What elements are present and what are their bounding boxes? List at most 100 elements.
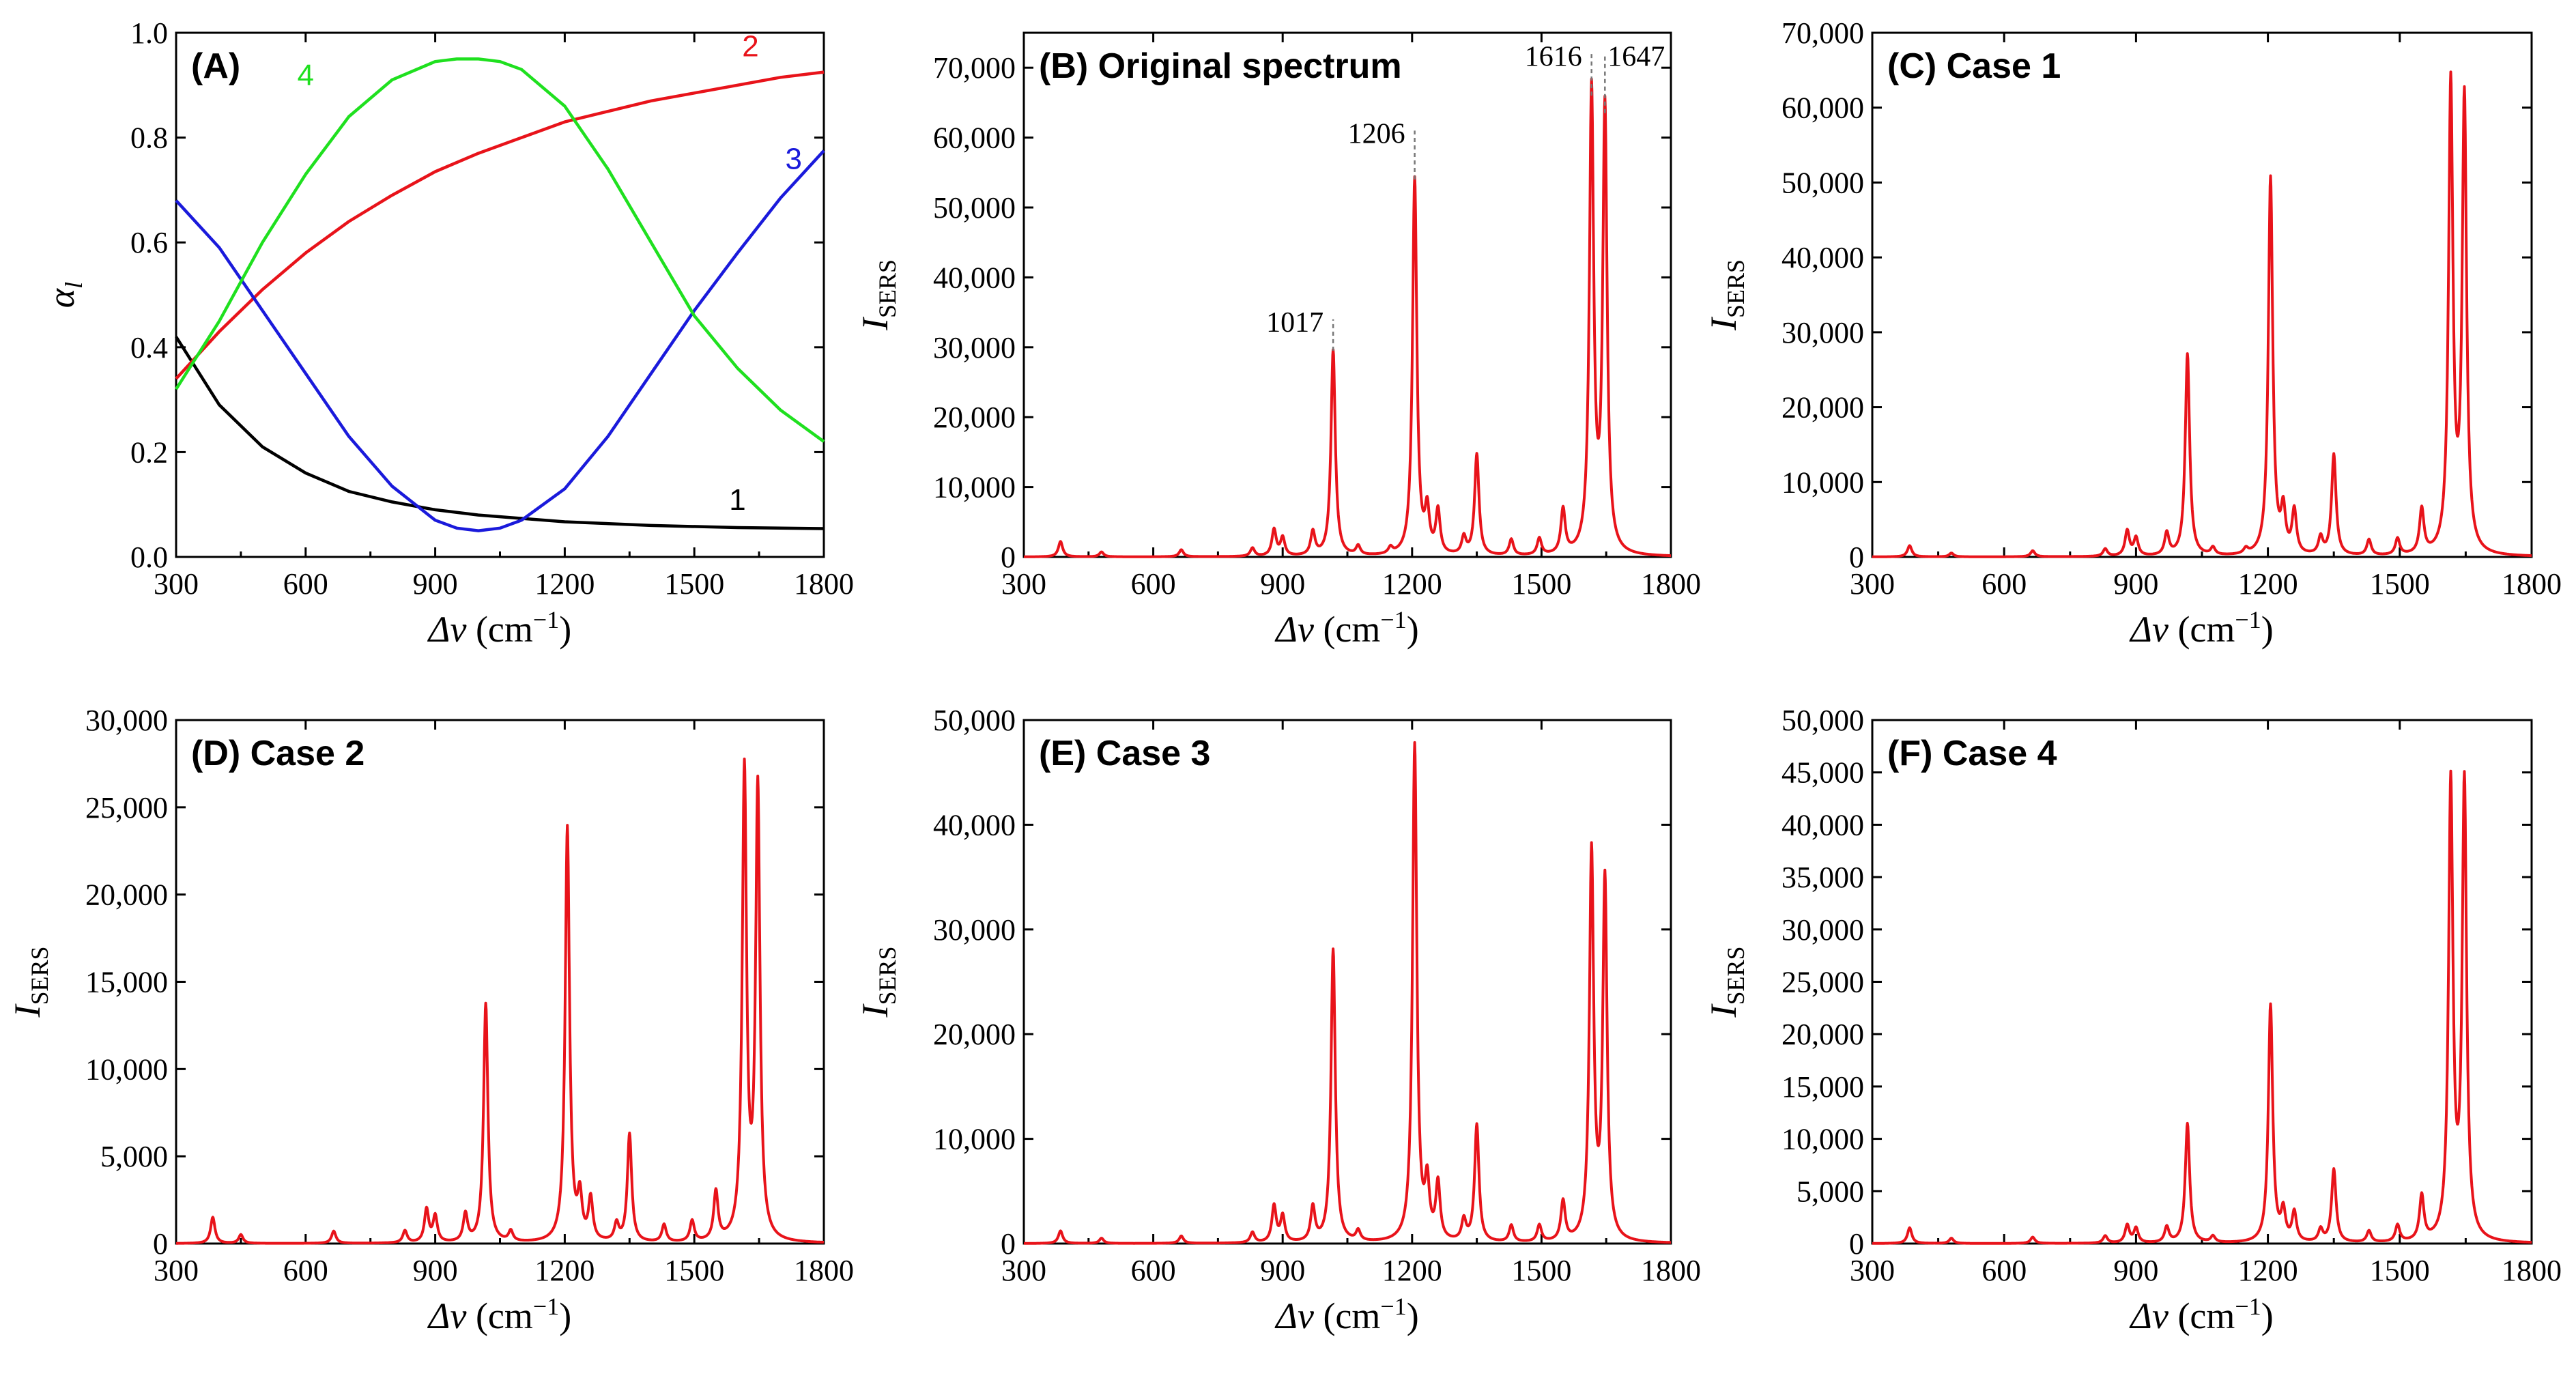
curve-label-1: 1 (729, 483, 745, 517)
x-axis-close: ) (2261, 609, 2274, 650)
y-tick-label: 10,000 (933, 471, 1016, 504)
y-tick-label: 20,000 (933, 1018, 1016, 1051)
x-axis-exponent: −1 (2235, 1293, 2261, 1320)
panel-title: (B) Original spectrum (1039, 46, 1402, 86)
panel-title: (E) Case 3 (1039, 734, 1210, 773)
spectrum-line (1871, 70, 2533, 558)
x-tick-label: 1800 (1641, 1254, 1701, 1287)
y-tick-label: 50,000 (1781, 704, 1864, 737)
series-line-4 (175, 57, 825, 443)
x-tick-label: 600 (1981, 567, 2027, 601)
y-tick-label: 0.0 (130, 541, 168, 574)
plot-frame (1871, 31, 2533, 558)
y-axis-symbol: I (7, 1003, 48, 1018)
y-tick-label: 15,000 (85, 966, 168, 999)
y-tick-label: 5,000 (1797, 1175, 1864, 1208)
y-tick-label: 1.0 (130, 16, 168, 50)
panel-A: 300 600 900 1200 1500 1800 0.0 0.2 0.4 0.6 0.8 1.0 Δ… (41, 16, 854, 650)
y-tick-label: 0 (1001, 541, 1016, 574)
x-axis-exponent: −1 (2235, 606, 2261, 633)
y-tick-label: 40,000 (933, 261, 1016, 294)
x-tick-label: 300 (1001, 1254, 1046, 1287)
x-axis-unit: (cm (1314, 609, 1380, 650)
y-tick-label: 10,000 (1781, 465, 1864, 499)
y-tick-label: 30,000 (85, 704, 168, 737)
panel-D: 300 600 900 1200 1500 1800 0 5,000 10,000 15,000 2… (7, 704, 854, 1336)
spectrum-line (1022, 77, 1672, 558)
y-tick-label: 0 (1849, 1227, 1864, 1261)
y-tick-label: 0.6 (130, 226, 168, 259)
y-tick-label: 60,000 (1781, 91, 1864, 125)
y-axis-title: ISERS (1703, 259, 1749, 331)
x-axis-symbol: Δv (2129, 1295, 2169, 1336)
x-axis-close: ) (2261, 1295, 2274, 1336)
x-tick-label: 900 (413, 567, 458, 601)
y-tick-label: 50,000 (933, 191, 1016, 225)
panel-B: 300 600 900 1200 1500 1800 0 10,000 20,000 30,000… (855, 31, 1701, 650)
x-tick-label: 600 (283, 567, 328, 601)
curve-label-2: 2 (742, 30, 758, 63)
x-tick-label: 300 (154, 567, 199, 601)
y-tick-label: 60,000 (933, 121, 1016, 155)
y-axis-title: αl (41, 282, 87, 308)
y-tick-label: 30,000 (1781, 316, 1864, 349)
x-tick-label: 1200 (1382, 1254, 1442, 1287)
x-tick-label: 300 (1850, 1254, 1895, 1287)
x-axis-unit: (cm (2169, 1295, 2235, 1336)
x-tick-label: 1500 (2370, 1254, 2430, 1287)
x-tick-label: 1800 (794, 1254, 854, 1287)
x-tick-label: 1800 (2502, 1254, 2562, 1287)
y-axis-subscript: SERS (1722, 259, 1749, 318)
x-tick-label: 300 (154, 1254, 199, 1287)
y-tick-label: 40,000 (1781, 808, 1864, 842)
x-tick-label: 600 (283, 1254, 328, 1287)
y-tick-label: 25,000 (85, 791, 168, 824)
x-axis-exponent: −1 (533, 1293, 559, 1320)
x-tick-label: 900 (1260, 1254, 1305, 1287)
y-axis-symbol: α (41, 287, 82, 308)
y-tick-label: 10,000 (1781, 1123, 1864, 1156)
y-tick-label: 20,000 (1781, 391, 1864, 425)
x-tick-label: 1800 (1641, 567, 1701, 601)
y-axis-subscript: l (60, 282, 87, 289)
y-tick-label: 0 (153, 1227, 168, 1261)
x-tick-label: 1500 (1511, 1254, 1571, 1287)
series-line-3 (175, 149, 825, 532)
panel-title: (C) Case 1 (1887, 46, 2061, 86)
y-tick-label: 45,000 (1781, 756, 1864, 790)
x-axis-close: ) (559, 1295, 571, 1336)
x-tick-label: 600 (1131, 567, 1176, 601)
x-tick-label: 1200 (534, 567, 595, 601)
panel-title: (A) (191, 46, 240, 86)
peak-label-1017: 1017 (1266, 307, 1323, 339)
x-axis-close: ) (1407, 609, 1419, 650)
x-tick-label: 300 (1001, 567, 1046, 601)
curve-label-3: 3 (785, 143, 801, 176)
x-axis-exponent: −1 (1380, 1293, 1406, 1320)
x-axis-unit: (cm (466, 609, 532, 650)
spectrum-line (1022, 741, 1672, 1245)
peak-label-1647: 1647 (1607, 42, 1665, 73)
plot-frame (1022, 719, 1672, 1245)
x-tick-label: 900 (413, 1254, 458, 1287)
y-tick-label: 30,000 (933, 331, 1016, 364)
x-tick-label: 1500 (664, 1254, 724, 1287)
y-axis-symbol: I (855, 1003, 896, 1018)
y-tick-label: 20,000 (933, 401, 1016, 434)
x-axis-title: Δv (cm−1) (2129, 1293, 2273, 1336)
x-axis-unit: (cm (1314, 1295, 1380, 1336)
x-axis-title: Δv (cm−1) (2129, 606, 2273, 650)
series-line-2 (175, 70, 825, 380)
plot-frame (1871, 719, 2533, 1245)
y-tick-label: 30,000 (933, 913, 1016, 947)
x-axis-title: Δv (cm−1) (1274, 606, 1418, 650)
y-tick-label: 0 (1001, 1227, 1016, 1261)
y-tick-label: 20,000 (85, 878, 168, 912)
x-axis-title: Δv (cm−1) (427, 1293, 571, 1336)
x-tick-label: 600 (1981, 1254, 2027, 1287)
curve-label-4: 4 (298, 59, 314, 92)
x-axis-close: ) (1407, 1295, 1419, 1336)
y-tick-label: 30,000 (1781, 913, 1864, 947)
y-axis-symbol: I (1703, 316, 1744, 331)
y-axis-title: ISERS (855, 946, 901, 1018)
